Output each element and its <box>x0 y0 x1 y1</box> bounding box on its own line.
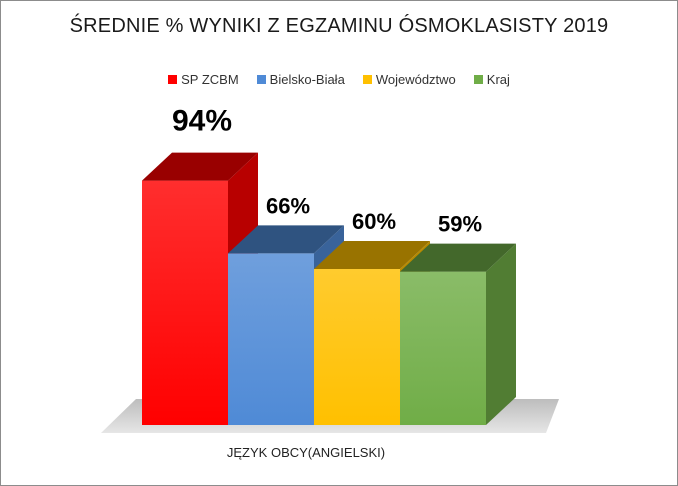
bar-top-wojewodztwo <box>314 241 430 269</box>
data-label-kraj: 59% <box>438 212 482 237</box>
legend-swatch-wojewodztwo <box>362 75 372 84</box>
legend-label-kraj: Kraj <box>486 72 510 87</box>
category-label: JĘZYK OBCY(ANGIELSKI) <box>227 445 385 460</box>
bar-kraj <box>400 243 516 425</box>
legend-item-kraj: Kraj <box>473 72 510 87</box>
legend-item-sp-zcbm: SP ZCBM <box>168 72 239 87</box>
legend-swatch-bielsko-biala <box>256 75 266 84</box>
legend-label-bielsko-biala: Bielsko-Biała <box>269 72 345 87</box>
legend: SP ZCBM Bielsko-Biała Województwo Kraj <box>1 72 677 87</box>
legend-swatch-sp-zcbm <box>168 75 178 84</box>
legend-swatch-kraj <box>473 75 483 84</box>
data-label-bielsko-bia-a: 66% <box>266 193 310 218</box>
legend-item-bielsko-biala: Bielsko-Biała <box>256 72 345 87</box>
bar-front-sp-zcbm <box>142 180 228 425</box>
bar-side-kraj <box>486 243 516 425</box>
bar-front-wojewodztwo <box>314 269 400 425</box>
legend-label-wojewodztwo: Województwo <box>375 72 456 87</box>
bar-top-kraj <box>400 243 516 272</box>
data-label-wojewodztwo: 60% <box>352 209 396 234</box>
legend-label-sp-zcbm: SP ZCBM <box>181 72 239 87</box>
bar-top-sp-zcbm <box>142 152 258 181</box>
bar-front-bielsko-bia-a <box>228 253 314 425</box>
chart-title: ŚREDNIE % WYNIKI Z EGZAMINU ÓSMOKLASISTY… <box>69 15 609 37</box>
data-label-sp-zcbm: 94% <box>172 105 232 138</box>
bar-top-bielsko-bia-a <box>228 225 344 254</box>
bar-front-kraj <box>400 271 486 425</box>
legend-item-wojewodztwo: Województwo <box>362 72 456 87</box>
